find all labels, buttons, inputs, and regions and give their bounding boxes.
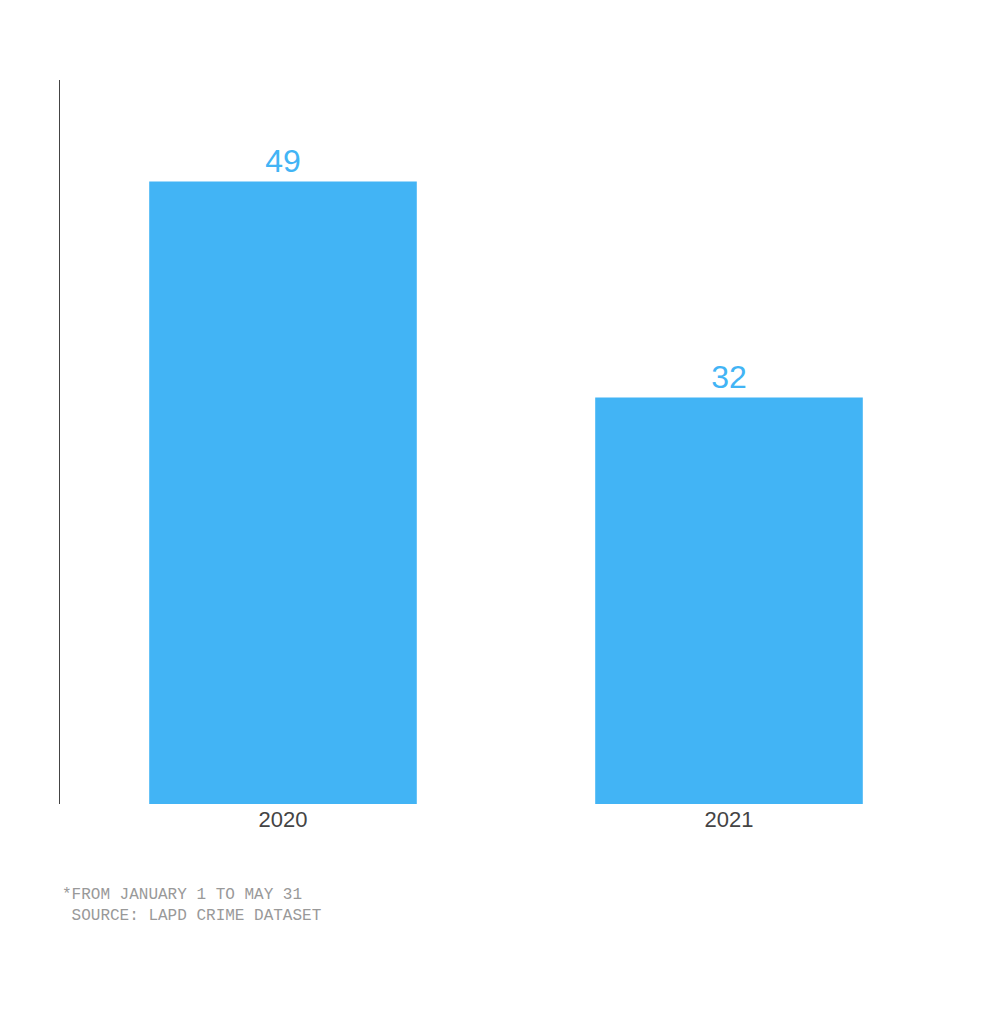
svg-text:32: 32 bbox=[711, 359, 747, 395]
svg-text:49: 49 bbox=[265, 143, 301, 179]
svg-text:*FROM JANUARY 1 TO MAY 31 SOUR: *FROM JANUARY 1 TO MAY 31 SOURCE: LAPD C… bbox=[62, 886, 321, 925]
svg-text:2020: 2020 bbox=[259, 807, 308, 832]
svg-text:2021: 2021 bbox=[705, 807, 754, 832]
